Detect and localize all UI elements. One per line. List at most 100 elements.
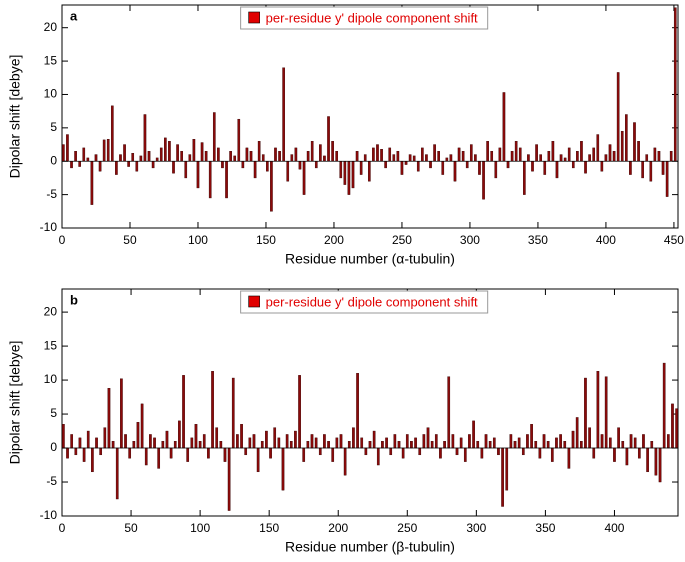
bar [225,161,228,199]
bar [91,447,94,473]
bar [352,427,355,449]
bar [106,139,110,162]
bar [662,362,666,449]
bar [497,447,500,456]
bar [600,161,604,172]
bar [661,161,665,175]
bar [281,447,285,491]
x-tick-label: 100 [190,521,210,535]
bar [347,441,351,449]
bar [136,422,140,449]
bar [157,447,161,469]
bar [468,434,471,449]
bar [364,447,368,456]
bar [165,430,169,449]
x-tick-label: 250 [397,521,417,535]
bar [490,151,494,162]
bar [412,155,416,162]
bar [274,147,277,162]
bar [478,161,481,175]
bar [539,154,542,162]
bar [302,447,306,462]
bar [219,441,223,449]
bar [513,441,517,449]
bar [501,447,504,507]
bar [245,147,249,162]
y-axis-label: Dipolar shift [debye] [7,341,23,465]
bar [372,430,376,449]
bar [534,441,538,449]
x-tick-label: 0 [59,521,66,535]
bar [465,161,469,169]
bar [416,161,420,172]
bar [613,447,616,462]
bar [194,424,198,449]
bar [62,424,65,449]
bar [492,437,496,449]
bar [294,430,297,449]
bar [441,161,445,175]
bar [217,147,220,162]
bar [642,434,645,449]
bar [115,161,118,175]
y-tick-label: 15 [44,338,58,352]
x-tick-label: 200 [328,521,348,535]
bar [249,151,253,162]
bar [335,151,339,162]
bar [310,141,314,162]
bar [204,151,208,162]
bar [294,147,298,162]
bar [270,161,273,212]
bar [421,147,424,162]
y-tick-label: 20 [44,304,58,318]
bar [359,161,363,175]
bar [95,437,98,449]
bar [400,161,404,175]
bar [215,427,219,449]
bar [567,447,571,469]
bar [645,154,649,162]
bar [550,447,554,462]
bar [252,434,256,449]
bar [172,161,175,174]
bar [90,161,94,205]
bar [278,151,281,162]
x-tick-label: 50 [123,233,137,247]
bar [184,161,188,179]
bar [298,161,302,170]
bar [319,144,322,162]
bar [404,161,408,165]
bar [202,434,206,449]
bar [469,144,473,162]
legend-box [240,6,489,30]
bar [331,447,335,462]
bar [571,161,575,169]
bar [74,447,78,456]
bar [429,161,432,169]
bar [159,147,163,162]
bar [176,144,179,162]
bar [285,434,289,449]
bar [488,441,492,449]
bar [588,154,591,162]
bar [107,388,111,449]
legend-swatch [248,295,260,308]
bar [425,154,428,162]
bar [62,144,65,162]
bar [531,161,534,172]
bar [323,155,326,162]
bar [426,427,430,449]
bar [616,72,620,162]
x-tick-label: 350 [528,233,548,247]
bar [257,141,261,162]
bar [147,151,151,162]
bar [240,424,243,449]
bar [256,447,260,473]
bar [449,154,453,162]
bar [433,144,436,162]
bar [86,430,90,449]
bar [192,139,196,162]
bar [190,437,194,449]
bar [455,447,459,456]
bar [604,154,608,162]
